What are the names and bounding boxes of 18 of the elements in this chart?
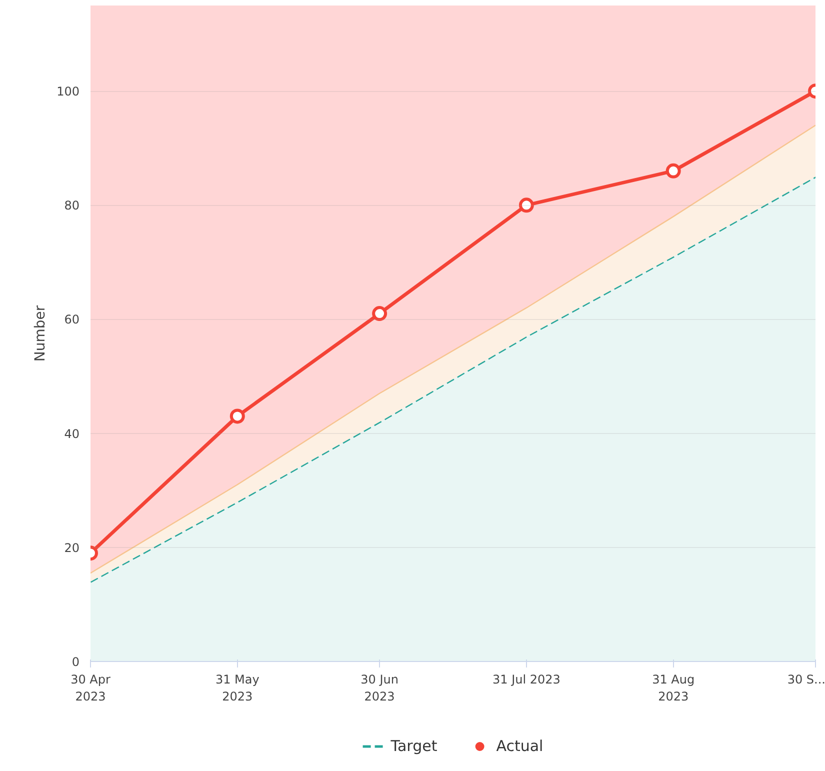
y-tick-label: 60 [64,312,80,327]
legend-label: Actual [496,737,544,755]
legend-label: Target [390,737,438,755]
x-tick-label: 31 Jul 2023 [492,672,560,686]
point [230,408,245,424]
y-tick-label: 100 [56,84,80,99]
point [518,198,534,213]
y-axis-title: Number [32,305,49,362]
point [372,306,388,322]
y-tick-label: 40 [64,426,80,441]
y-tick-label: 20 [64,540,80,555]
x-tick-label: 30 Jun 2023 [360,672,398,704]
x-tick-label: 30 Apr 2023 [70,672,110,704]
y-tick-label: 80 [64,198,80,213]
x-tick-label: 31 May 2023 [215,672,260,704]
y-tick-label: 0 [72,655,80,669]
x-tick-label: 30 S... [787,672,825,686]
x-tick-label: 31 Aug 2023 [652,672,695,704]
